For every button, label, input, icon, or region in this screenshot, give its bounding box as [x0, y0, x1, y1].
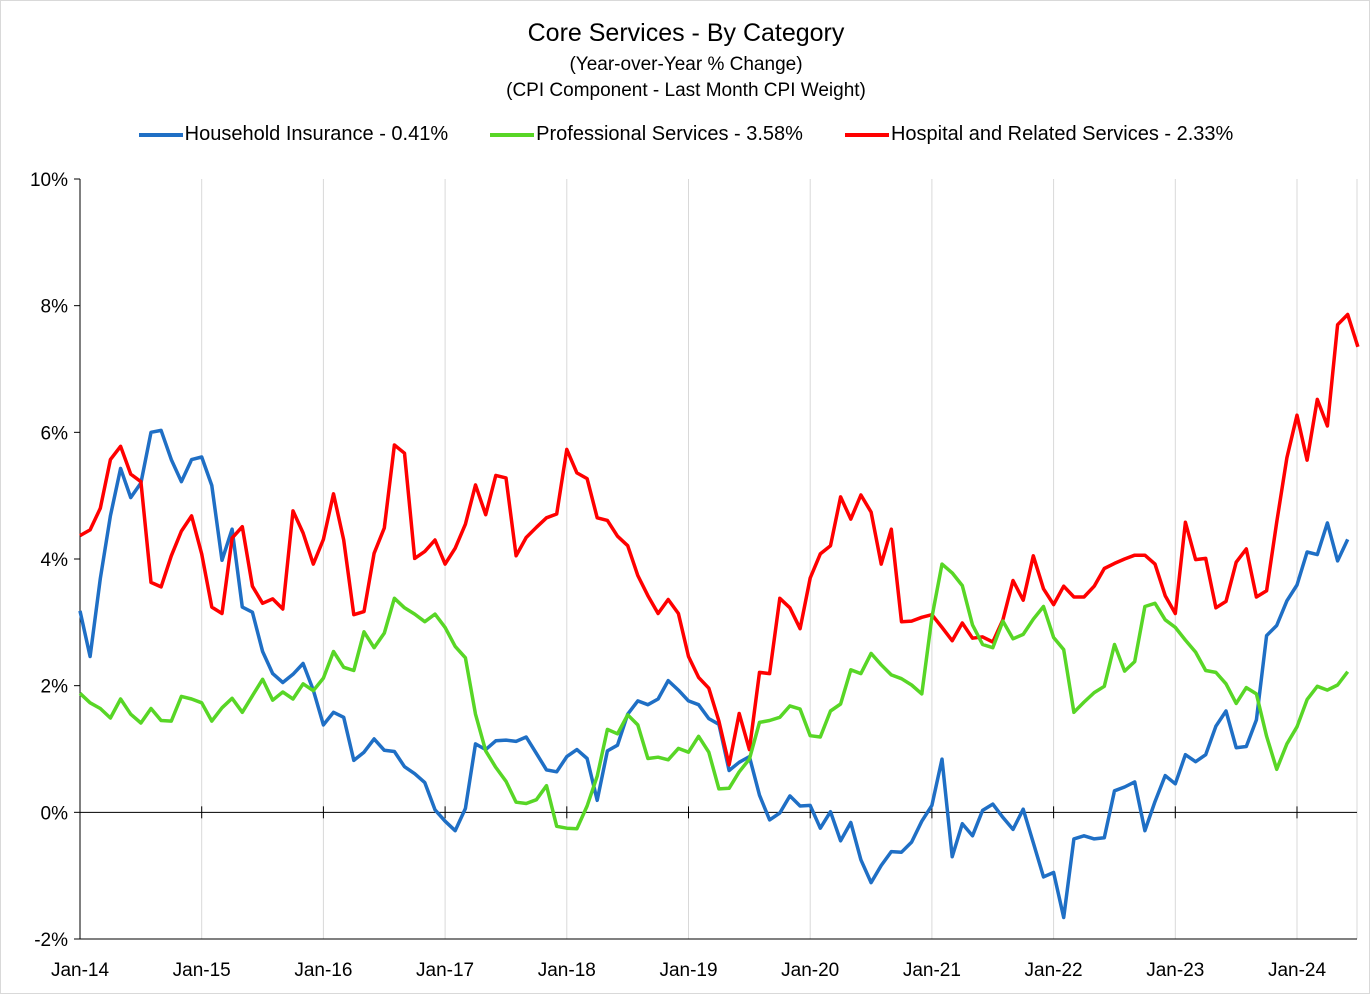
legend-swatch — [138, 132, 183, 137]
legend-label: Professional Services - 3.58% — [536, 123, 803, 145]
legend-label: Hospital and Related Services - 2.33% — [890, 123, 1234, 145]
x-tick-label: Jan-24 — [1268, 960, 1327, 981]
x-tick-label: Jan-23 — [1146, 960, 1204, 981]
x-tick-label: Jan-19 — [659, 960, 717, 981]
legend-swatch — [490, 132, 535, 137]
x-tick-label: Jan-14 — [51, 960, 110, 981]
legend-item-professional-services: Professional Services - 3.58% — [490, 123, 803, 146]
legend-item-hospital-services: Hospital and Related Services - 2.33% — [844, 123, 1234, 146]
y-tick-label: 4% — [41, 550, 69, 571]
x-tick-label: Jan-21 — [903, 960, 961, 981]
y-tick-label: 10% — [30, 170, 68, 191]
legend: Household Insurance - 0.41% Professional… — [1, 123, 1370, 146]
x-tick-label: Jan-20 — [781, 960, 839, 981]
chart-subtitle: (Year-over-Year % Change) — [569, 54, 803, 75]
series-line-1 — [78, 562, 1350, 831]
legend-swatch — [844, 132, 889, 137]
x-tick-label: Jan-16 — [294, 960, 352, 981]
y-tick-label: 0% — [41, 803, 69, 824]
y-tick-label: 2% — [41, 677, 69, 698]
series-line-2 — [79, 312, 1360, 767]
x-tick-label: Jan-15 — [173, 960, 231, 981]
x-tick-label: Jan-22 — [1025, 960, 1083, 981]
legend-label: Household Insurance - 0.41% — [184, 123, 449, 145]
y-tick-label: -2% — [34, 930, 68, 951]
series-line-0 — [78, 428, 1350, 920]
y-tick-label: 6% — [41, 423, 69, 444]
chart-title: Core Services - By Category — [527, 19, 845, 47]
x-tick-label: Jan-18 — [538, 960, 596, 981]
y-tick-label: 8% — [41, 297, 69, 318]
x-tick-label: Jan-17 — [416, 960, 474, 981]
chart-subtitle-2: (CPI Component - Last Month CPI Weight) — [506, 80, 866, 101]
legend-item-household-insurance: Household Insurance - 0.41% — [138, 123, 449, 146]
